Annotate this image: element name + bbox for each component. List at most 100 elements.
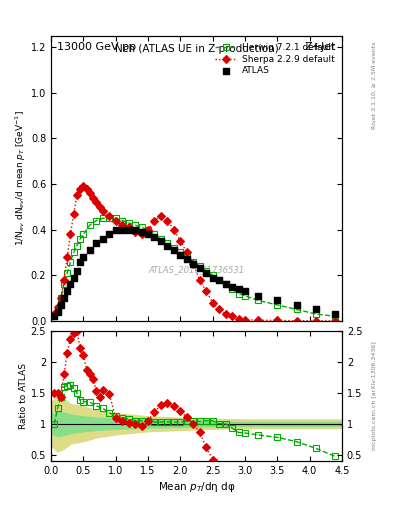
ATLAS <box>184 255 190 263</box>
ATLAS <box>164 242 171 250</box>
ATLAS <box>100 234 106 243</box>
Sherpa 2.2.9 default <box>72 210 76 217</box>
Herwig 7.2.1 default <box>72 249 76 255</box>
Herwig 7.2.1 default <box>81 231 86 237</box>
Herwig 7.2.1 default <box>178 249 183 255</box>
Sherpa 2.2.9 default <box>75 193 79 199</box>
Herwig 7.2.1 default <box>65 270 70 276</box>
Herwig 7.2.1 default <box>223 281 228 287</box>
ATLAS <box>132 226 138 234</box>
Sherpa 2.2.9 default <box>152 218 157 224</box>
ATLAS <box>255 292 261 300</box>
Sherpa 2.2.9 default <box>294 317 299 324</box>
ATLAS <box>51 312 57 321</box>
Sherpa 2.2.9 default <box>91 195 95 201</box>
ATLAS <box>294 301 300 309</box>
Sherpa 2.2.9 default <box>146 227 151 233</box>
ATLAS <box>274 296 281 305</box>
Sherpa 2.2.9 default <box>133 229 138 235</box>
Herwig 7.2.1 default <box>113 215 118 221</box>
Sherpa 2.2.9 default <box>126 224 131 230</box>
ATLAS <box>80 253 86 261</box>
Sherpa 2.2.9 default <box>65 254 70 260</box>
Sherpa 2.2.9 default <box>78 185 83 191</box>
Sherpa 2.2.9 default <box>236 315 241 322</box>
ATLAS <box>125 226 132 234</box>
Sherpa 2.2.9 default <box>191 261 196 267</box>
Sherpa 2.2.9 default <box>242 316 247 323</box>
Sherpa 2.2.9 default <box>88 190 92 196</box>
ATLAS <box>77 258 83 266</box>
ATLAS <box>106 230 112 238</box>
Sherpa 2.2.9 default <box>171 227 176 233</box>
Sherpa 2.2.9 default <box>275 317 280 324</box>
Y-axis label: 1/N$_{ev}$ dN$_{ev}$/d mean $p_T$ [GeV$^{-1}$]: 1/N$_{ev}$ dN$_{ev}$/d mean $p_T$ [GeV$^… <box>14 111 28 246</box>
Sherpa 2.2.9 default <box>101 208 105 215</box>
Herwig 7.2.1 default <box>333 313 338 319</box>
Herwig 7.2.1 default <box>59 295 63 301</box>
ATLAS <box>54 308 61 316</box>
Text: Nch (ATLAS UE in Z production): Nch (ATLAS UE in Z production) <box>115 45 278 54</box>
Herwig 7.2.1 default <box>146 227 151 233</box>
ATLAS <box>64 287 70 295</box>
ATLAS <box>313 305 319 313</box>
ATLAS <box>67 280 73 288</box>
ATLAS <box>58 301 64 309</box>
Herwig 7.2.1 default <box>120 218 125 224</box>
ATLAS <box>171 246 177 254</box>
Herwig 7.2.1 default <box>171 245 176 251</box>
Herwig 7.2.1 default <box>68 259 73 265</box>
ATLAS <box>93 239 99 247</box>
Text: ATLAS_2019_I1736531: ATLAS_2019_I1736531 <box>149 265 244 274</box>
ATLAS <box>196 264 203 272</box>
Sherpa 2.2.9 default <box>204 288 209 294</box>
Legend: Herwig 7.2.1 default, Sherpa 2.2.9 default, ATLAS: Herwig 7.2.1 default, Sherpa 2.2.9 defau… <box>212 40 338 78</box>
ATLAS <box>87 246 93 254</box>
Y-axis label: Ratio to ATLAS: Ratio to ATLAS <box>19 363 28 429</box>
Sherpa 2.2.9 default <box>52 311 57 317</box>
ATLAS <box>242 287 248 295</box>
Sherpa 2.2.9 default <box>314 317 318 324</box>
Herwig 7.2.1 default <box>107 215 112 221</box>
Sherpa 2.2.9 default <box>59 295 63 301</box>
Herwig 7.2.1 default <box>165 240 170 246</box>
Herwig 7.2.1 default <box>242 293 247 299</box>
ATLAS <box>222 280 229 288</box>
ATLAS <box>112 226 119 234</box>
Sherpa 2.2.9 default <box>97 204 102 210</box>
Herwig 7.2.1 default <box>101 215 105 221</box>
Line: Sherpa 2.2.9 default: Sherpa 2.2.9 default <box>51 184 338 324</box>
Sherpa 2.2.9 default <box>139 231 144 237</box>
ATLAS <box>235 285 242 293</box>
Sherpa 2.2.9 default <box>159 213 163 219</box>
Sherpa 2.2.9 default <box>113 218 118 224</box>
ATLAS <box>138 228 145 236</box>
Herwig 7.2.1 default <box>88 222 92 228</box>
Herwig 7.2.1 default <box>197 263 202 269</box>
ATLAS <box>203 269 209 277</box>
Sherpa 2.2.9 default <box>84 185 89 191</box>
Sherpa 2.2.9 default <box>184 249 189 255</box>
ATLAS <box>216 276 222 284</box>
ATLAS <box>145 230 151 238</box>
Herwig 7.2.1 default <box>294 306 299 312</box>
Text: Z+Jet: Z+Jet <box>305 41 336 52</box>
ATLAS <box>74 267 80 275</box>
Herwig 7.2.1 default <box>152 231 157 237</box>
Line: Herwig 7.2.1 default: Herwig 7.2.1 default <box>51 216 338 319</box>
Text: 13000 GeV pp: 13000 GeV pp <box>57 41 136 52</box>
Sherpa 2.2.9 default <box>178 238 183 244</box>
X-axis label: Mean $p_T$/dη dφ: Mean $p_T$/dη dφ <box>158 480 235 494</box>
Sherpa 2.2.9 default <box>333 318 338 324</box>
Herwig 7.2.1 default <box>139 224 144 230</box>
Herwig 7.2.1 default <box>52 313 57 319</box>
ATLAS <box>151 232 158 241</box>
Herwig 7.2.1 default <box>210 272 215 279</box>
Sherpa 2.2.9 default <box>255 317 260 323</box>
ATLAS <box>158 237 164 245</box>
Herwig 7.2.1 default <box>78 236 83 242</box>
Herwig 7.2.1 default <box>133 222 138 228</box>
Herwig 7.2.1 default <box>62 281 66 287</box>
Sherpa 2.2.9 default <box>107 213 112 219</box>
Herwig 7.2.1 default <box>126 220 131 226</box>
